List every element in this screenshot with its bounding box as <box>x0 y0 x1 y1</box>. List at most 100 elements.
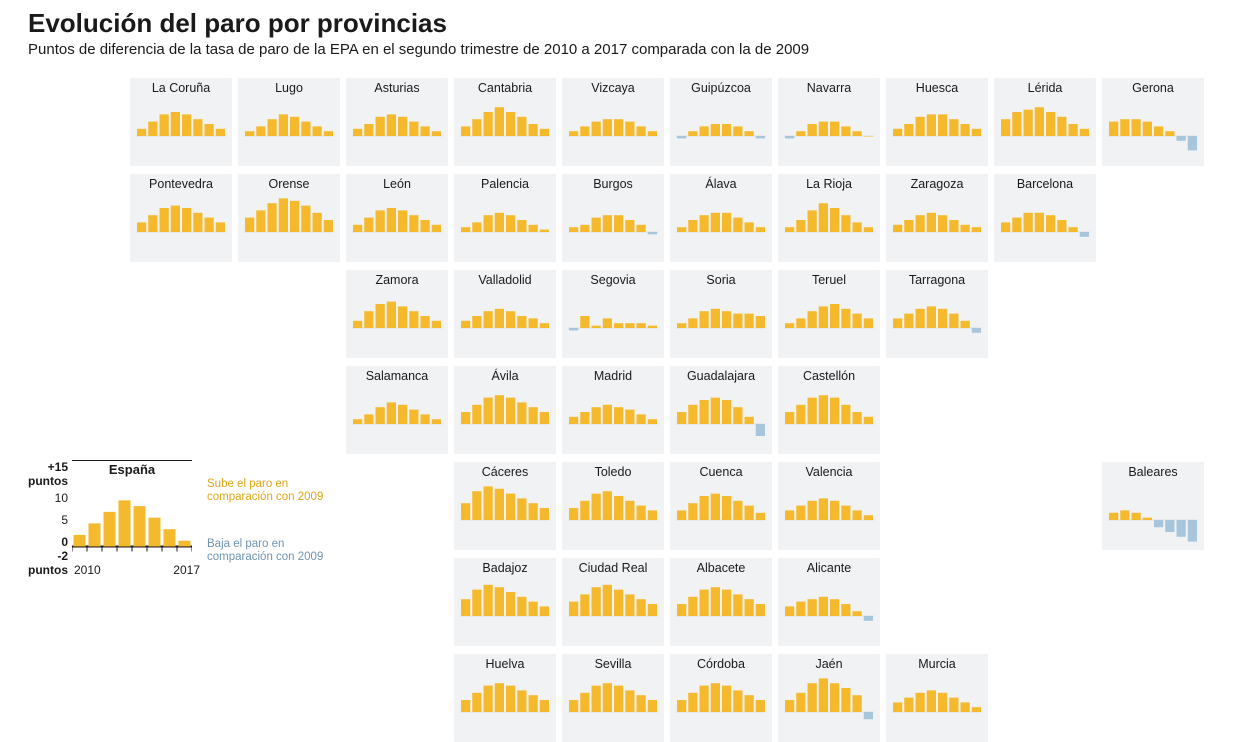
province-label: Lugo <box>238 81 340 95</box>
province-chart <box>568 196 658 256</box>
province-cell: Asturias <box>346 78 448 166</box>
province-label: Ciudad Real <box>562 561 664 575</box>
province-label: Pontevedra <box>130 177 232 191</box>
province-label: Guipúzcoa <box>670 81 772 95</box>
province-cell: Huesca <box>886 78 988 166</box>
province-cell: Vizcaya <box>562 78 664 166</box>
province-label: Badajoz <box>454 561 556 575</box>
province-label: Lérida <box>994 81 1096 95</box>
province-label: Córdoba <box>670 657 772 671</box>
province-chart <box>676 676 766 736</box>
province-chart <box>568 484 658 544</box>
province-label: Huesca <box>886 81 988 95</box>
legend-note-up: Sube el paro en comparación con 2009 <box>207 478 327 504</box>
header: Evolución del paro por provincias Puntos… <box>0 0 1240 58</box>
province-cell: Cáceres <box>454 462 556 550</box>
province-cell: Gerona <box>1102 78 1204 166</box>
province-cell: Soria <box>670 270 772 358</box>
province-label: La Rioja <box>778 177 880 191</box>
legend-y-0: 0 <box>18 535 68 549</box>
province-chart <box>784 196 874 256</box>
province-cell: Murcia <box>886 654 988 742</box>
province-label: Sevilla <box>562 657 664 671</box>
province-chart <box>784 484 874 544</box>
province-cell: Lérida <box>994 78 1096 166</box>
province-chart <box>244 196 334 256</box>
province-chart <box>784 580 874 640</box>
province-label: Valencia <box>778 465 880 479</box>
province-cell: Guadalajara <box>670 366 772 454</box>
province-label: Baleares <box>1102 465 1204 479</box>
province-chart <box>676 580 766 640</box>
province-cell: Tarragona <box>886 270 988 358</box>
province-cell: Zaragoza <box>886 174 988 262</box>
province-chart <box>892 196 982 256</box>
province-label: Segovia <box>562 273 664 287</box>
province-label: Madrid <box>562 369 664 383</box>
legend-note-down: Baja el paro en comparación con 2009 <box>207 538 327 564</box>
province-label: La Coruña <box>130 81 232 95</box>
province-chart <box>1108 484 1198 544</box>
legend-y-top: +15 puntos <box>18 460 68 488</box>
province-cell: Álava <box>670 174 772 262</box>
province-label: Jaén <box>778 657 880 671</box>
province-cell: Jaén <box>778 654 880 742</box>
province-label: Asturias <box>346 81 448 95</box>
province-chart <box>244 100 334 160</box>
province-chart <box>460 100 550 160</box>
province-cell: Badajoz <box>454 558 556 646</box>
province-chart <box>352 100 442 160</box>
province-label: Huelva <box>454 657 556 671</box>
province-label: Soria <box>670 273 772 287</box>
province-label: Albacete <box>670 561 772 575</box>
province-label: Valladolid <box>454 273 556 287</box>
province-chart <box>784 676 874 736</box>
province-chart <box>784 100 874 160</box>
province-chart <box>676 196 766 256</box>
province-cell: León <box>346 174 448 262</box>
province-cell: Sevilla <box>562 654 664 742</box>
province-label: Ávila <box>454 369 556 383</box>
province-label: Cantabria <box>454 81 556 95</box>
province-label: Guadalajara <box>670 369 772 383</box>
province-cell: Valladolid <box>454 270 556 358</box>
province-chart <box>568 388 658 448</box>
province-label: León <box>346 177 448 191</box>
province-cell: Baleares <box>1102 462 1204 550</box>
province-cell: Huelva <box>454 654 556 742</box>
province-chart <box>460 484 550 544</box>
province-cell: Madrid <box>562 366 664 454</box>
province-cell: Barcelona <box>994 174 1096 262</box>
province-chart <box>1000 196 1090 256</box>
province-label: Cáceres <box>454 465 556 479</box>
province-label: Barcelona <box>994 177 1096 191</box>
province-label: Zaragoza <box>886 177 988 191</box>
province-label: Navarra <box>778 81 880 95</box>
province-chart <box>892 100 982 160</box>
province-chart <box>892 676 982 736</box>
province-chart <box>676 292 766 352</box>
legend-x-start: 2010 <box>74 563 101 577</box>
legend-panel: +15 puntos 10 5 0 -2 puntos España 2010 … <box>18 460 318 577</box>
province-chart <box>568 100 658 160</box>
province-cell: Navarra <box>778 78 880 166</box>
province-chart <box>676 484 766 544</box>
province-label: Burgos <box>562 177 664 191</box>
province-label: Toledo <box>562 465 664 479</box>
province-cell: Cuenca <box>670 462 772 550</box>
province-cell: Burgos <box>562 174 664 262</box>
province-cell: Córdoba <box>670 654 772 742</box>
province-cell: Salamanca <box>346 366 448 454</box>
legend-y-5: 5 <box>18 513 68 527</box>
province-cell: Segovia <box>562 270 664 358</box>
province-chart <box>352 196 442 256</box>
province-label: Álava <box>670 177 772 191</box>
province-label: Cuenca <box>670 465 772 479</box>
province-cell: Toledo <box>562 462 664 550</box>
province-cell: Palencia <box>454 174 556 262</box>
province-cell: Lugo <box>238 78 340 166</box>
legend-x-end: 2017 <box>173 563 200 577</box>
province-cell: Zamora <box>346 270 448 358</box>
legend-title: España <box>72 462 192 477</box>
province-label: Salamanca <box>346 369 448 383</box>
